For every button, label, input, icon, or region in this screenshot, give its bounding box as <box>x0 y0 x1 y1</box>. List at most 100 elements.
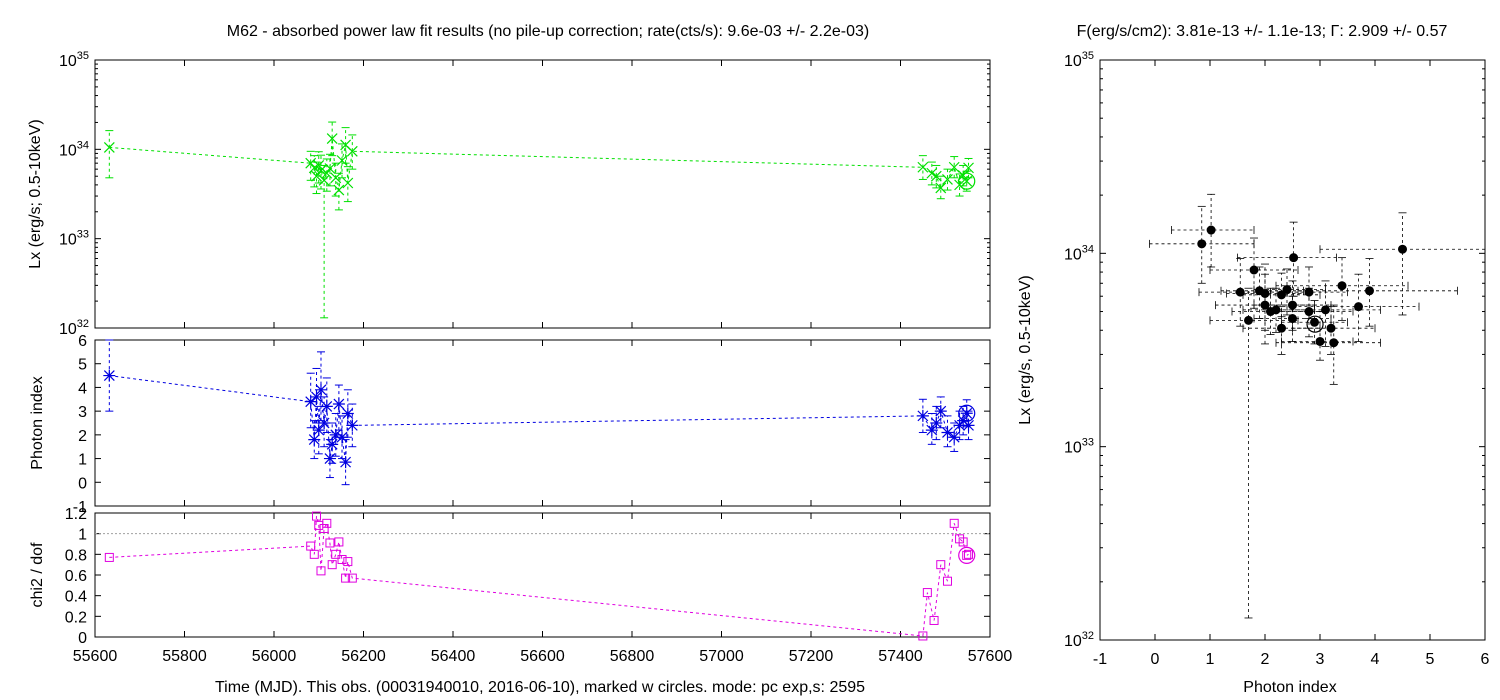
scatter-point <box>1244 315 1253 325</box>
scatter-y-tick-exp: 33 <box>1082 437 1094 449</box>
right-title-part-2: Γ <box>1331 23 1340 40</box>
main-title: M62 - absorbed power law fit results (no… <box>227 23 870 40</box>
scatter-y-tick-base: 10 <box>1064 633 1082 650</box>
scatter-x-tick-label: 6 <box>1481 651 1490 668</box>
lx-y-tick-exp: 34 <box>77 139 89 151</box>
chi2-point <box>331 549 341 559</box>
chi2-point <box>929 615 939 625</box>
photon-y-tick-label: 4 <box>78 380 87 397</box>
photon-y-label: Photon index <box>29 376 46 469</box>
lx-point <box>311 170 322 182</box>
scatter-y-tick-base: 10 <box>1064 246 1082 263</box>
photon-point <box>948 431 961 444</box>
lx-point <box>342 177 354 189</box>
photon-point <box>318 417 331 429</box>
lx-point <box>917 161 929 173</box>
chi2-point <box>964 549 974 559</box>
chi2-y-tick-label: 1.2 <box>65 506 87 523</box>
scatter-point <box>1365 286 1374 296</box>
lx-point <box>942 174 953 185</box>
chi2-y-tick-label: 0.2 <box>65 609 87 626</box>
chi2-y-tick-label: 0 <box>78 630 87 647</box>
lx-y-tick-exp: 33 <box>77 229 89 241</box>
scatter-frame <box>1099 59 1486 641</box>
scatter-y-tick-base: 10 <box>1064 53 1082 70</box>
chi2-point <box>327 560 337 570</box>
scatter-y-tick-label: 1033 <box>1064 437 1094 457</box>
photon-point <box>941 426 954 439</box>
lx-y-tick-base: 10 <box>59 53 77 70</box>
scatter-x-label: Photon index <box>1243 679 1336 696</box>
x-axis-label: Time (MJD). This obs. (00031940010, 2016… <box>215 679 865 696</box>
photon-point <box>925 424 938 437</box>
scatter-x-tick-label: -1 <box>1093 651 1107 668</box>
lx-point <box>948 161 960 173</box>
scatter-point <box>1235 287 1245 297</box>
scatter-y-tick-label: 1035 <box>1064 50 1094 70</box>
lx-frame <box>94 59 991 329</box>
chi2-point <box>334 537 344 547</box>
right-title: F(erg/s/cm2): 3.81e-13 +/- 1.1e-13; Γ: 2… <box>1077 23 1448 40</box>
chi2-point <box>104 552 114 562</box>
chi2-x-tick-label: 56800 <box>610 648 655 665</box>
scatter-point <box>1289 253 1299 263</box>
photon-y-tick-label: 3 <box>78 404 87 421</box>
lx-point <box>103 142 115 153</box>
chi2-point <box>958 537 968 547</box>
photon-point <box>323 452 336 465</box>
photon-point <box>310 390 323 403</box>
chi2-point <box>949 518 959 528</box>
lx-point <box>326 133 338 144</box>
chi2-point <box>347 573 357 583</box>
scatter-x-tick-label: 5 <box>1426 651 1435 668</box>
lx-this-obs-circle <box>958 172 976 190</box>
lx-point <box>333 184 345 196</box>
scatter-this-obs-circle <box>1306 315 1324 333</box>
photon-point <box>346 419 359 432</box>
photon-point <box>953 419 966 432</box>
photon-point <box>916 409 929 422</box>
scatter-x-tick-label: 3 <box>1316 651 1325 668</box>
lx-y-tick-exp: 32 <box>77 318 89 330</box>
photon-point <box>329 428 342 441</box>
chi2-x-tick-label: 56000 <box>252 648 297 665</box>
lx-y-tick-exp: 35 <box>77 50 89 62</box>
scatter-point <box>1206 225 1216 235</box>
scatter-y-tick-exp: 34 <box>1082 243 1094 255</box>
scatter-y-tick-base: 10 <box>1064 440 1082 457</box>
lx-y-tick-label: 1035 <box>59 50 89 70</box>
scatter-point <box>1354 302 1363 312</box>
scatter-point <box>1310 317 1319 327</box>
chi2-point <box>312 511 322 521</box>
photon-y-tick-label: 0 <box>78 475 87 492</box>
scatter-y-tick-exp: 35 <box>1082 50 1094 62</box>
chi2-point <box>343 557 353 567</box>
scatter-point <box>1271 305 1281 315</box>
scatter-x-tick-label: 0 <box>1151 651 1160 668</box>
lx-point <box>330 172 342 184</box>
lx-y-label: Lx (erg/s; 0.5-10keV) <box>27 119 44 268</box>
photon-point <box>336 431 349 444</box>
chi2-point <box>922 588 932 598</box>
lx-y-tick-base: 10 <box>59 321 77 338</box>
photon-y-tick-label: 2 <box>78 428 87 445</box>
photon-point <box>339 456 352 469</box>
chi2-point <box>309 549 319 559</box>
lx-point <box>318 174 330 186</box>
photon-point <box>332 398 345 411</box>
photon-point <box>314 383 327 396</box>
photon-point <box>962 419 975 432</box>
scatter-point <box>1249 265 1259 275</box>
scatter-point <box>1315 336 1325 346</box>
photon-series-line <box>109 375 969 463</box>
chi2-point <box>322 518 332 528</box>
lx-point <box>930 170 942 182</box>
scatter-x-tick-label: 2 <box>1261 651 1270 668</box>
chi2-x-tick-label: 57400 <box>878 648 923 665</box>
photon-point <box>326 438 339 451</box>
chi2-frame <box>94 512 991 638</box>
lx-point <box>963 162 974 174</box>
chi2-series-line <box>109 515 969 637</box>
